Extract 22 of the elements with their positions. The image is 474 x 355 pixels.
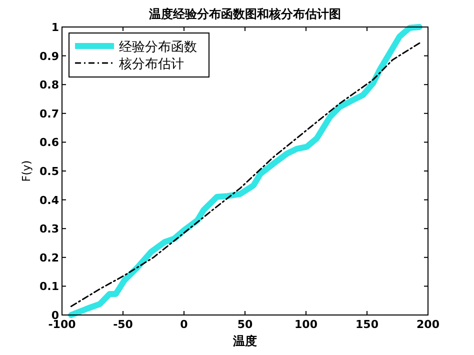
- legend-label: 经验分布函数: [119, 40, 197, 55]
- x-tick-label: 0: [180, 318, 188, 331]
- x-tick-label: 150: [356, 318, 379, 331]
- y-tick-label: 0.2: [40, 251, 59, 264]
- legend-label: 核分布估计: [118, 57, 184, 72]
- chart-title: 温度经验分布函数图和核分布估计图: [148, 7, 341, 21]
- y-tick-label: 0.4: [40, 194, 60, 207]
- x-tick-label: -50: [113, 318, 134, 331]
- x-tick-label: 50: [237, 318, 253, 331]
- x-axis-title: 温度: [232, 334, 257, 348]
- y-tick-label: 0.1: [40, 280, 59, 294]
- y-tick-label: 0.3: [40, 222, 59, 236]
- y-tick-label: 0.9: [40, 50, 59, 63]
- y-tick-label: 0.8: [40, 78, 59, 92]
- y-tick-label: 0.7: [40, 107, 59, 120]
- x-tick-label: -100: [48, 318, 76, 331]
- y-tick-label: 0.5: [40, 165, 59, 178]
- x-tick-label: 200: [416, 318, 440, 331]
- y-tick-label: 1: [51, 21, 59, 34]
- y-tick-label: 0.6: [40, 136, 60, 150]
- x-tick-label: 100: [294, 318, 318, 331]
- y-axis-title: F(y): [20, 160, 33, 182]
